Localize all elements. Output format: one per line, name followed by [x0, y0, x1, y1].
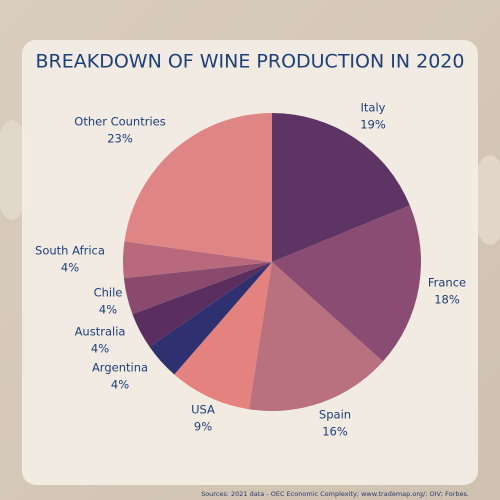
glass-decor [472, 155, 500, 245]
slice-label: Australia [75, 325, 126, 339]
slice-value-label: 23% [107, 132, 133, 146]
slice-label: Chile [94, 286, 123, 300]
slice-label: South Africa [35, 244, 105, 258]
pie-slice [272, 205, 422, 362]
slice-value-label: 4% [111, 378, 129, 392]
slice-value-label: 16% [322, 425, 348, 439]
chart-title: BREAKDOWN OF WINE PRODUCTION IN 2020 [36, 51, 465, 73]
slice-value-label: 4% [91, 342, 109, 356]
slice-value-label: 19% [360, 118, 386, 132]
pie-slice [124, 113, 272, 262]
slice-value-label: 18% [434, 293, 460, 307]
pie-slice [149, 262, 272, 375]
slice-label: France [428, 276, 466, 290]
slice-value-label: 9% [194, 420, 212, 434]
pie-slice [123, 262, 272, 315]
pie-slice [174, 262, 272, 410]
slice-label: Spain [319, 408, 351, 422]
slice-label: Italy [361, 101, 386, 115]
slice-value-label: 4% [99, 303, 117, 317]
source-note: Sources: 2021 data - OEC Economic Comple… [201, 490, 469, 498]
pie-slice [248, 262, 383, 411]
slice-label: Argentina [92, 361, 148, 375]
pie [122, 113, 422, 411]
pie-slice [122, 241, 272, 279]
slice-label: Other Countries [74, 115, 165, 129]
pie-slice [132, 262, 272, 347]
slice-label: USA [191, 403, 215, 417]
slice-value-label: 4% [61, 261, 79, 275]
pie-slice [272, 113, 410, 262]
